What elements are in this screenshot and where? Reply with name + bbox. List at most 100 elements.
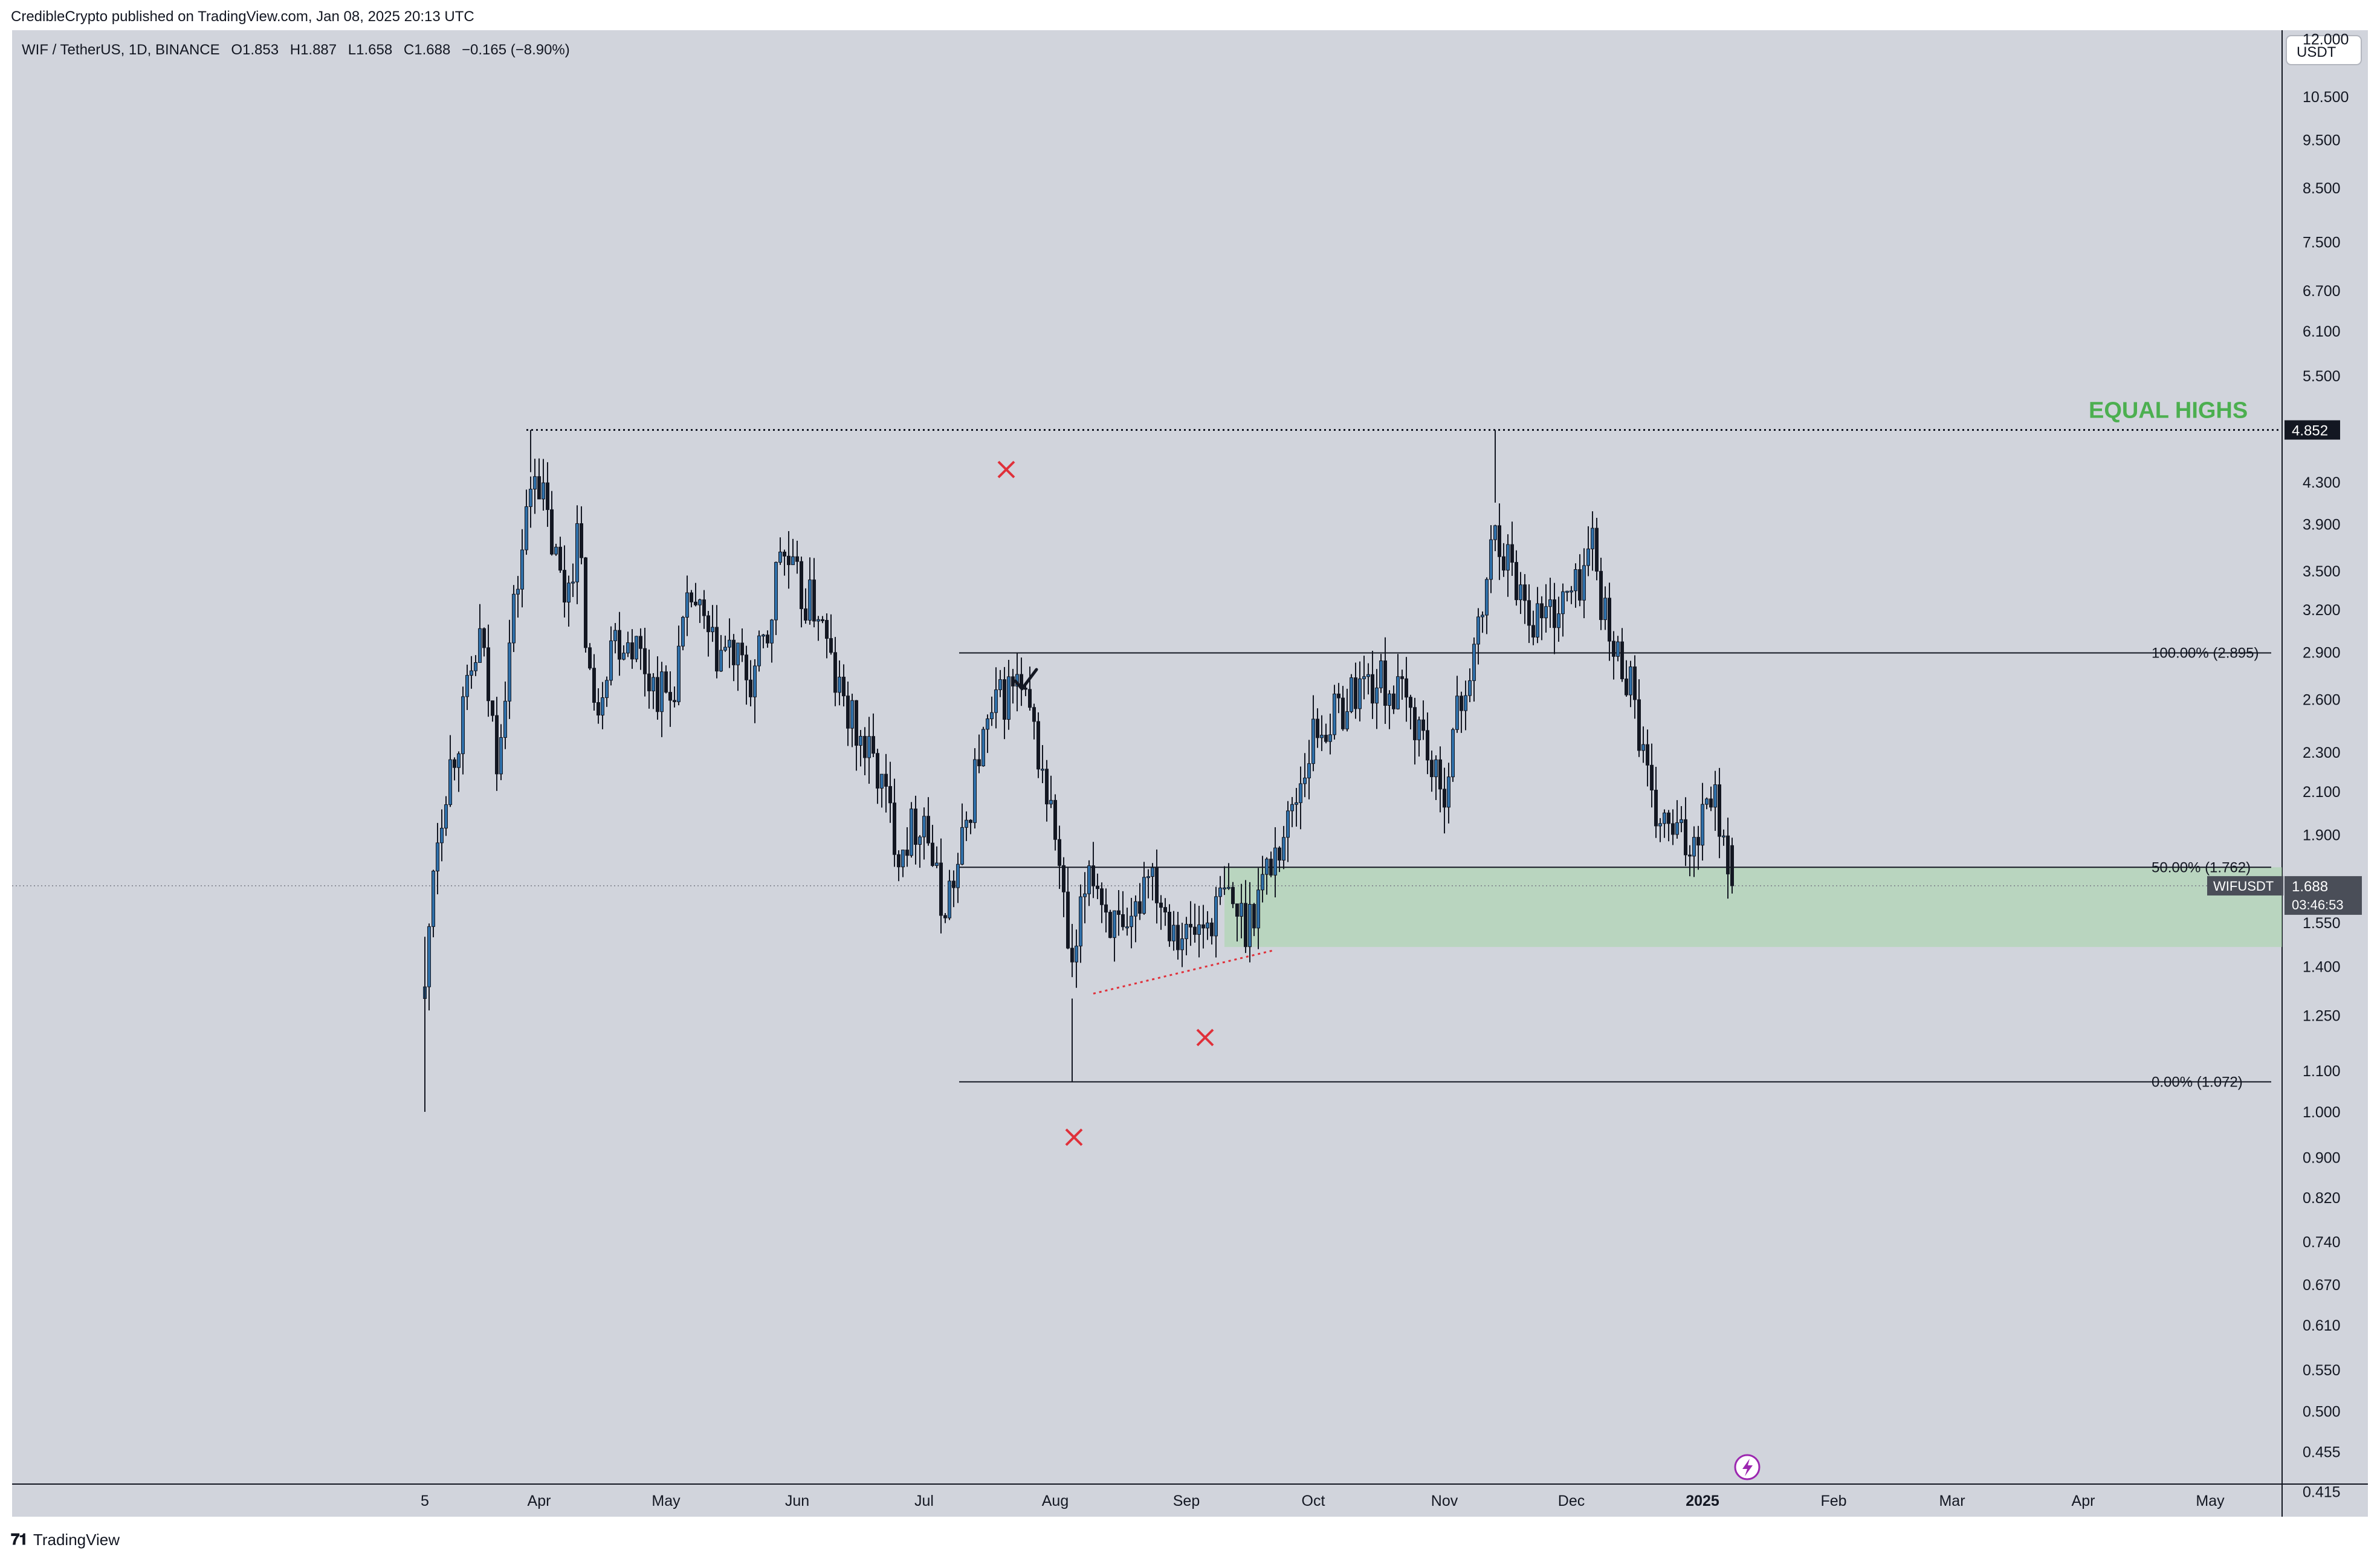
x-mark-icon[interactable] — [997, 460, 1015, 479]
candle — [715, 605, 719, 679]
candle — [850, 693, 854, 747]
candle-body — [1722, 835, 1725, 838]
candle-body — [1455, 696, 1459, 730]
candle-body — [1058, 839, 1061, 866]
candle-body — [753, 665, 757, 697]
candle — [1362, 656, 1366, 700]
candle-body — [478, 628, 482, 663]
candle — [783, 549, 786, 576]
candle — [618, 612, 621, 676]
candle — [965, 811, 968, 841]
candle — [787, 531, 791, 589]
candle — [1608, 583, 1611, 661]
candle — [1328, 714, 1332, 755]
candle-body — [808, 579, 812, 621]
candle — [1409, 694, 1412, 730]
candle — [533, 459, 537, 514]
candle — [1197, 906, 1201, 958]
fib-100-label[interactable]: 100.00% (2.895) — [2152, 645, 2259, 661]
lightning-bolt-icon[interactable] — [1734, 1454, 1761, 1480]
candle — [943, 913, 947, 923]
symbol-legend[interactable]: WIF / TetherUS, 1D, BINANCE O1.853 H1.88… — [22, 42, 570, 58]
candle-body — [863, 735, 867, 758]
candles-layer — [423, 430, 1734, 1112]
candle — [1113, 910, 1116, 962]
x-mark-icon[interactable] — [1065, 1128, 1083, 1146]
candle-body — [537, 476, 541, 500]
candle-body — [1493, 525, 1497, 540]
candle-body — [432, 871, 435, 927]
candle — [1210, 918, 1214, 945]
candle-body — [1371, 674, 1374, 704]
candle — [1062, 857, 1066, 917]
candle — [1045, 760, 1049, 822]
candle — [529, 476, 532, 528]
fib-50-label[interactable]: 50.00% (1.762) — [2152, 859, 2251, 876]
currency-button[interactable]: USDT — [2286, 35, 2362, 65]
equal-highs-label[interactable]: EQUAL HIGHS — [2089, 398, 2248, 424]
fib-0-label[interactable]: 0.00% (1.072) — [2152, 1074, 2243, 1090]
candle-body — [1299, 783, 1302, 803]
candle-body — [1003, 679, 1006, 720]
x-mark-icon[interactable] — [1196, 1028, 1214, 1047]
bar-countdown: 03:46:53 — [2292, 897, 2344, 912]
demand-zone[interactable] — [1224, 867, 2282, 947]
candle — [1083, 872, 1087, 924]
candle — [1244, 880, 1247, 954]
time-axis-area[interactable] — [12, 1484, 2282, 1517]
price-axis-area[interactable] — [2282, 30, 2368, 1517]
last-price-badge: WIFUSDT 1.688 03:46:53 — [2207, 876, 2362, 915]
candle — [487, 624, 490, 717]
candle — [905, 827, 909, 867]
candle-body — [711, 627, 714, 633]
chart-canvas[interactable]: WIF / TetherUS, 1D, BINANCE O1.853 H1.88… — [12, 30, 2368, 1517]
candle-body — [1464, 695, 1467, 711]
candle — [1227, 863, 1230, 890]
plot-area[interactable] — [12, 30, 2282, 1484]
chart-pane[interactable]: WIF / TetherUS, 1D, BINANCE O1.853 H1.88… — [12, 30, 2368, 1517]
candle — [1519, 572, 1522, 615]
candle-body — [1354, 677, 1357, 709]
candle-body — [1201, 924, 1205, 929]
candle — [1185, 917, 1188, 955]
candle — [440, 809, 444, 862]
candle-body — [1049, 799, 1053, 805]
rising-trendline[interactable] — [1093, 949, 1276, 995]
candle-body — [444, 804, 448, 829]
candle-body — [1282, 837, 1285, 861]
time-tick-label: May — [652, 1493, 681, 1509]
candle-body — [1421, 719, 1425, 731]
candle-body — [1024, 688, 1027, 690]
candle-body — [1324, 735, 1328, 742]
candle-body — [855, 700, 858, 746]
candle-body — [584, 557, 587, 648]
candle-body — [740, 642, 744, 656]
candle-body — [1502, 556, 1505, 571]
checkmark-icon[interactable] — [1014, 668, 1038, 691]
candle-body — [918, 836, 922, 845]
candle — [1405, 657, 1408, 722]
candle — [1091, 842, 1095, 899]
candle-body — [829, 638, 833, 653]
candle-body — [1460, 696, 1463, 711]
candle — [1417, 716, 1421, 757]
candle-body — [821, 619, 824, 621]
currency-label: USDT — [2297, 44, 2336, 60]
candle-body — [910, 809, 913, 856]
candle — [444, 796, 448, 836]
candle-body — [1383, 660, 1387, 706]
candle-body — [702, 599, 706, 616]
candle-body — [1688, 854, 1692, 857]
candle-body — [1443, 789, 1446, 808]
candle — [1400, 670, 1404, 700]
candle-body — [1625, 678, 1628, 696]
price-tick-label: 0.740 — [2303, 1234, 2341, 1251]
candle-body — [470, 670, 473, 676]
candle — [1345, 688, 1349, 732]
candle — [1451, 728, 1455, 782]
price-tick-label: 1.900 — [2303, 827, 2341, 844]
candle-body — [487, 647, 490, 702]
candle — [774, 561, 778, 635]
candle-body — [499, 737, 503, 775]
candle-body — [1117, 910, 1120, 915]
